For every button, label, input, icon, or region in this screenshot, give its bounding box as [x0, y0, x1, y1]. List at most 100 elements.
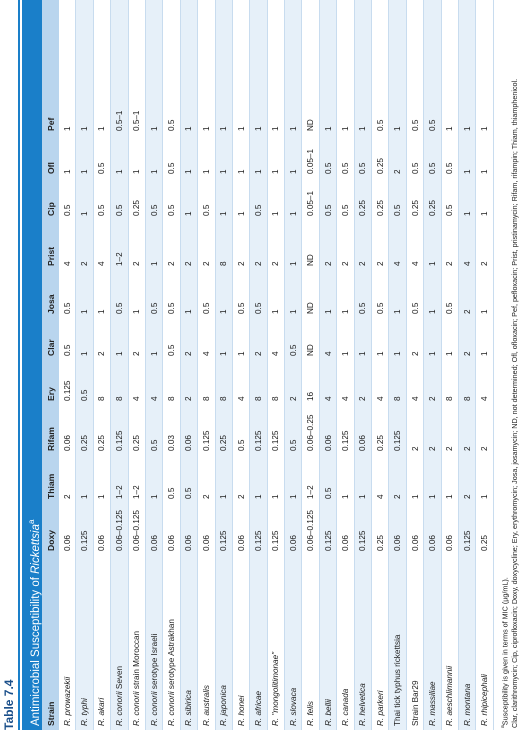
value-cell: 0.5 — [319, 455, 337, 503]
table-row: R. conorii serotype Astrakhan 0.06 0.5 0.03… — [162, 0, 181, 730]
value-cell: 1 — [480, 309, 490, 314]
value-cell: 0.25 — [215, 405, 233, 455]
value-cell: 1 — [340, 494, 350, 499]
value-cell: 1 — [236, 169, 246, 174]
value-cell: 1 — [480, 494, 490, 499]
value-cell: 4 — [340, 396, 350, 401]
value-cell: 1 — [249, 135, 268, 178]
value-cell: 0.125 — [271, 530, 281, 552]
value-cell: 4 — [388, 220, 407, 270]
table-row: R. bellii 0.125 0.5 0.06 4 4 1 2 0.5 0.5 1 — [319, 0, 337, 730]
value-cell: 0.25 — [375, 200, 385, 216]
value-cell: 0.125 — [458, 503, 476, 555]
value-cell: 1 — [201, 169, 211, 174]
value-cell: 2 — [132, 351, 142, 356]
value-cell: 2 — [480, 446, 490, 451]
value-cell: 0.5 — [75, 360, 94, 405]
table-row: R. honei 0.06 2 0.5 4 1 0.5 2 1 1 1 — [232, 0, 250, 730]
value-cell: 0.06 — [62, 435, 72, 451]
column-header: Ofl — [42, 135, 59, 178]
table: Strain Doxy Thiam Rifam Ery Clar Josa Prist Cip O… — [42, 0, 494, 730]
value-cell: 0.125 — [249, 503, 268, 555]
value-cell: 0.06 — [445, 535, 455, 551]
value-cell: 0.5 — [201, 204, 211, 216]
value-cell: 0.5 — [167, 487, 177, 499]
value-cell: 1 — [423, 455, 442, 503]
strain-cell: R. massiliae — [423, 555, 442, 730]
value-cell: 1 — [284, 270, 302, 318]
column-header: Pef — [42, 0, 59, 135]
table-row: R. conorii strain Moroccan 0.06–0.125 1–2 0… — [128, 0, 146, 730]
value-cell: 0.5 — [62, 302, 72, 314]
value-cell: 2 — [132, 261, 142, 266]
table-row: R. conorii serotype Israeli 0.06 1 0.5 4 1 0.5… — [145, 0, 163, 730]
value-cell: 1–2 — [110, 220, 129, 270]
value-cell: 1 — [62, 169, 72, 174]
value-cell: 0.5 — [236, 302, 246, 314]
value-cell: 4 — [319, 318, 337, 360]
title-text: Antimicrobial Susceptibility of — [29, 573, 42, 726]
value-cell: 8 — [249, 360, 268, 405]
value-cell: 1 — [180, 135, 198, 178]
table-row: R. helvetica 0.125 1 0.06 2 1 0.5 2 0.25 0.5 1 — [354, 0, 372, 730]
table-title: Antimicrobial Susceptibility of Ricketts… — [22, 0, 42, 730]
column-header: Strain — [42, 555, 59, 730]
value-cell: 8 — [110, 360, 129, 405]
value-cell: 0.25 — [97, 435, 107, 451]
value-cell: 1 — [319, 270, 337, 318]
value-cell: 1 — [249, 455, 268, 503]
value-cell: 1 — [271, 494, 281, 499]
value-cell: 0.5 — [97, 204, 107, 216]
value-cell: 0.5 — [110, 178, 129, 220]
value-cell: 1 — [180, 0, 198, 135]
value-cell: 1 — [445, 494, 455, 499]
column-header: Josa — [42, 270, 59, 318]
value-cell: 0.06–0.125 — [306, 510, 316, 551]
value-cell: 1 — [284, 178, 302, 220]
value-cell: 1 — [388, 270, 407, 318]
value-cell: 1 — [249, 0, 268, 135]
value-cell: 0.5 — [249, 178, 268, 220]
value-cell: 0.5 — [388, 178, 407, 220]
value-cell: 1 — [236, 211, 246, 216]
value-cell: 1 — [271, 309, 281, 314]
value-cell: 1 — [375, 351, 385, 356]
strain-cell: R. montana — [458, 555, 476, 730]
value-cell: 2 — [388, 455, 407, 503]
value-cell: 1 — [458, 135, 476, 178]
value-cell: 0.5 — [145, 270, 163, 318]
value-cell: 0.06 — [62, 535, 72, 551]
value-cell: 0.25 — [354, 178, 372, 220]
value-cell: 2 — [458, 405, 476, 455]
value-cell: 0.25 — [132, 435, 142, 451]
value-cell: 1 — [215, 0, 233, 135]
value-cell: 0.06–0.125 — [110, 503, 129, 555]
value-cell: 0.05–1 — [306, 190, 316, 216]
value-cell: 0.125 — [388, 405, 407, 455]
value-cell: 1 — [458, 178, 476, 220]
value-cell: 1 — [236, 126, 246, 131]
value-cell: 1 — [340, 309, 350, 314]
value-cell: 1 — [132, 169, 142, 174]
value-cell: 2 — [445, 446, 455, 451]
value-cell: 0.5 — [145, 178, 163, 220]
value-cell: 1 — [180, 270, 198, 318]
strain-cell: R. japonica — [215, 555, 233, 730]
table-row: R. prowazekii 0.06 2 0.06 0.125 0.5 0.5 4 0.5 1 1 — [59, 0, 76, 730]
strain-cell: R. sibirica — [180, 555, 198, 730]
value-cell: 0.06 — [410, 535, 420, 551]
value-cell: 1 — [110, 135, 129, 178]
strain-cell: R. honei — [236, 695, 246, 727]
value-cell: 1 — [423, 220, 442, 270]
footnote: Clar, clarithromycin; Cip, ciprofloxacin… — [510, 0, 520, 728]
value-cell: 0.5 — [410, 119, 420, 131]
value-cell: 0.5 — [423, 0, 442, 135]
value-cell: 2 — [97, 351, 107, 356]
value-cell: 0.5 — [354, 135, 372, 178]
value-cell: 4 — [201, 351, 211, 356]
value-cell: ND — [306, 344, 316, 356]
value-cell: 0.5 — [354, 270, 372, 318]
value-cell: 0.125 — [201, 430, 211, 452]
value-cell: 1 — [480, 351, 490, 356]
strain-cell: Strain Bar29 — [410, 680, 420, 726]
